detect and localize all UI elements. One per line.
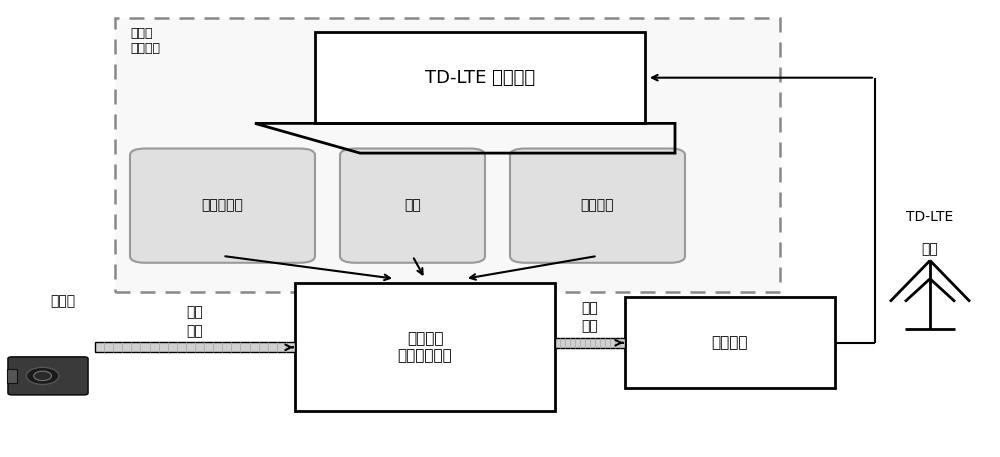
Bar [95,342,295,352]
Ellipse shape [26,367,59,384]
Text: 数据: 数据 [582,319,598,333]
FancyBboxPatch shape [625,297,835,388]
FancyBboxPatch shape [340,149,485,263]
Text: 本发明
增加部分: 本发明 增加部分 [130,27,160,55]
Text: 视频分辨率: 视频分辨率 [202,199,243,213]
Bar [115,18,780,292]
FancyBboxPatch shape [510,149,685,263]
Ellipse shape [34,371,52,381]
Text: 视频传输: 视频传输 [712,335,748,350]
Text: 原始: 原始 [187,305,203,319]
Bar [555,338,625,348]
FancyBboxPatch shape [8,357,88,395]
Text: 天线: 天线 [922,242,938,256]
Text: 数据: 数据 [187,324,203,338]
Bar [7,369,17,383]
Text: 摄像头: 摄像头 [50,295,75,308]
Text: 视频编码
（可变参数）: 视频编码 （可变参数） [398,331,452,363]
Text: 编码: 编码 [582,301,598,315]
Text: TD-LTE: TD-LTE [906,210,954,224]
Text: TD-LTE 信道检测: TD-LTE 信道检测 [425,69,535,87]
FancyBboxPatch shape [295,283,555,411]
FancyBboxPatch shape [315,32,645,123]
Text: 帧率: 帧率 [404,199,421,213]
FancyBboxPatch shape [130,149,315,263]
Text: 量化系数: 量化系数 [581,199,614,213]
